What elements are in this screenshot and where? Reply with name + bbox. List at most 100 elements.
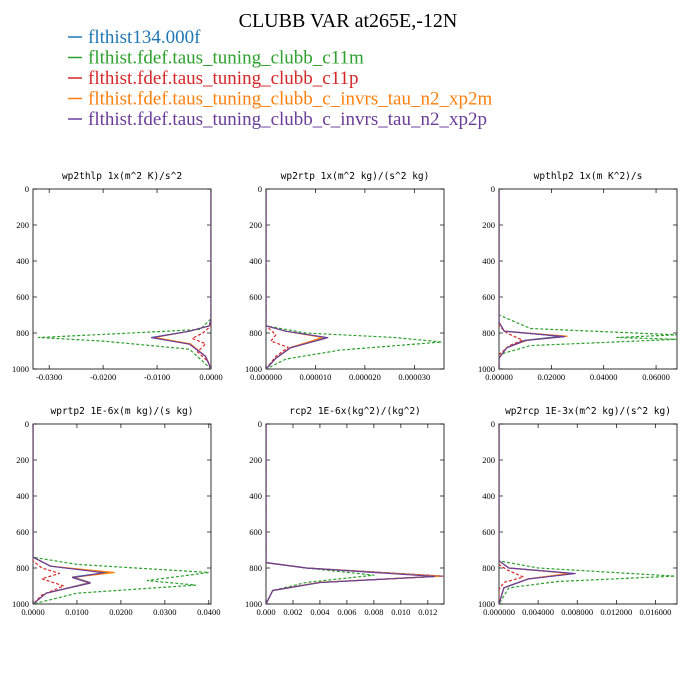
- series-group: [33, 424, 210, 604]
- panels-grid: wp2thlp 1x(m^2 K)/s^2 0 200 400 600 800 1000 -0…: [12, 171, 678, 617]
- x-tick-label: 0.008: [364, 607, 383, 617]
- legend-label: flthist134.000f: [88, 27, 201, 48]
- y-tick-label: 400: [482, 491, 495, 501]
- plot-frame: [32, 188, 212, 370]
- series-line: [266, 189, 289, 369]
- legend-entry: flthist134.000f: [68, 27, 201, 48]
- panel-title: wp2rcp 1E-3x(m^2 kg)/(s^2 kg): [505, 406, 671, 417]
- y-tick-label: 600: [16, 527, 29, 537]
- x-tick-label: 0.016000: [640, 607, 672, 617]
- y-tick-label: 800: [16, 328, 29, 338]
- x-tick-label: 0.000000: [483, 607, 515, 617]
- y-tick-label: 400: [16, 491, 29, 501]
- y-tick-label: 0: [25, 419, 29, 429]
- y-tick-label: 400: [249, 491, 262, 501]
- y-tick-label: 200: [16, 455, 29, 465]
- series-line: [499, 189, 568, 369]
- y-tick-label: 600: [16, 292, 29, 302]
- y-tick-label: 200: [249, 220, 262, 230]
- panel-title: wp2thlp 1x(m^2 K)/s^2: [62, 171, 182, 182]
- series-group: [37, 189, 211, 369]
- x-tick-label: 0.0300: [153, 607, 176, 617]
- series-line: [266, 424, 436, 604]
- chart-panel: wp2rcp 1E-3x(m^2 kg)/(s^2 kg) 0 200 400 600 8…: [478, 406, 678, 617]
- series-line: [266, 189, 443, 369]
- x-tick-label: 0.010: [391, 607, 410, 617]
- series-line: [499, 189, 563, 369]
- y-tick-label: 800: [482, 328, 495, 338]
- series-line: [499, 424, 576, 604]
- y-tick-label: 1000: [478, 599, 495, 609]
- legend-label: flthist.fdef.taus_tuning_clubb_c11p: [88, 68, 359, 89]
- x-tick-label: 0.012000: [600, 607, 632, 617]
- x-tick-label: -0.0100: [144, 372, 170, 382]
- series-group: [266, 424, 444, 604]
- x-tick-label: 0.0000: [199, 372, 222, 382]
- panel-title: rcp2 1E-6x(kg^2)/(kg^2): [289, 406, 421, 417]
- chart-panel: rcp2 1E-6x(kg^2)/(kg^2) 0 200 400 600 800 1000…: [245, 406, 445, 617]
- x-tick-label: 0.02000: [538, 372, 566, 382]
- x-tick-label: 0.0400: [197, 607, 220, 617]
- x-tick-label: 0.012: [418, 607, 437, 617]
- x-tick-label: -0.0200: [90, 372, 116, 382]
- x-tick-label: 0.04000: [590, 372, 618, 382]
- legend-entry: flthist.fdef.taus_tuning_clubb_c_invrs_t…: [68, 109, 487, 130]
- x-tick-label: 0.008000: [561, 607, 593, 617]
- series-line: [499, 189, 677, 369]
- y-tick-label: 0: [258, 184, 262, 194]
- x-tick-label: 0.00000: [485, 372, 513, 382]
- chart-panel: wp2rtp 1x(m^2 kg)/(s^2 kg) 0 200 400 600 800 1…: [245, 171, 445, 382]
- x-tick-label: 0.002: [283, 607, 302, 617]
- series-group: [499, 189, 677, 369]
- legend-label: flthist.fdef.taus_tuning_clubb_c_invrs_t…: [88, 89, 492, 110]
- chart-panel: wprtp2 1E-6x(m kg)/(s kg) 0 200 400 600 800 10…: [12, 406, 220, 617]
- series-line: [191, 189, 211, 369]
- legend-label: flthist.fdef.taus_tuning_clubb_c_invrs_t…: [88, 109, 487, 130]
- series-line: [266, 424, 375, 604]
- y-tick-label: 1000: [12, 364, 29, 374]
- x-tick-label: 0.006: [337, 607, 356, 617]
- x-tick-label: 0.000020: [349, 372, 381, 382]
- y-tick-label: 200: [482, 220, 495, 230]
- x-tick-label: 0.000: [256, 607, 275, 617]
- plot-frame: [265, 188, 445, 370]
- series-line: [499, 424, 525, 604]
- y-tick-label: 800: [249, 328, 262, 338]
- y-tick-label: 800: [482, 563, 495, 573]
- x-tick-label: 0.004000: [522, 607, 554, 617]
- panel-title: wp2rtp 1x(m^2 kg)/(s^2 kg): [281, 171, 430, 182]
- series-line: [151, 189, 211, 369]
- series-group: [266, 189, 443, 369]
- y-tick-label: 400: [16, 256, 29, 266]
- y-tick-label: 600: [482, 292, 495, 302]
- legend: flthist134.000fflthist.fdef.taus_tuning_…: [68, 27, 492, 130]
- panel-title: wpthlp2 1x(m K^2)/s: [534, 171, 643, 182]
- y-tick-label: 0: [258, 419, 262, 429]
- x-tick-label: 0.0100: [65, 607, 88, 617]
- series-line: [33, 424, 210, 604]
- panel-title: wprtp2 1E-6x(m kg)/(s kg): [51, 406, 194, 417]
- y-tick-label: 600: [249, 527, 262, 537]
- series-line: [37, 189, 211, 369]
- x-tick-label: -0.0300: [36, 372, 62, 382]
- y-tick-label: 600: [249, 292, 262, 302]
- y-tick-label: 800: [249, 563, 262, 573]
- figure-title: CLUBB VAR at265E,-12N: [239, 10, 458, 32]
- y-tick-label: 0: [25, 184, 29, 194]
- y-tick-label: 1000: [12, 599, 29, 609]
- y-tick-label: 200: [249, 455, 262, 465]
- series-line: [33, 424, 109, 604]
- plot-frame: [498, 423, 678, 605]
- y-tick-label: 200: [16, 220, 29, 230]
- y-tick-label: 400: [482, 256, 495, 266]
- legend-entry: flthist.fdef.taus_tuning_clubb_c11m: [68, 48, 364, 69]
- series-line: [499, 424, 676, 604]
- y-tick-label: 600: [482, 527, 495, 537]
- chart-panel: wp2thlp 1x(m^2 K)/s^2 0 200 400 600 800 1000 -0…: [12, 171, 223, 382]
- y-tick-label: 0: [491, 419, 495, 429]
- series-line: [499, 189, 566, 369]
- x-tick-label: 0.0000: [21, 607, 44, 617]
- legend-entry: flthist.fdef.taus_tuning_clubb_c_invrs_t…: [68, 89, 492, 110]
- legend-label: flthist.fdef.taus_tuning_clubb_c11m: [88, 48, 364, 69]
